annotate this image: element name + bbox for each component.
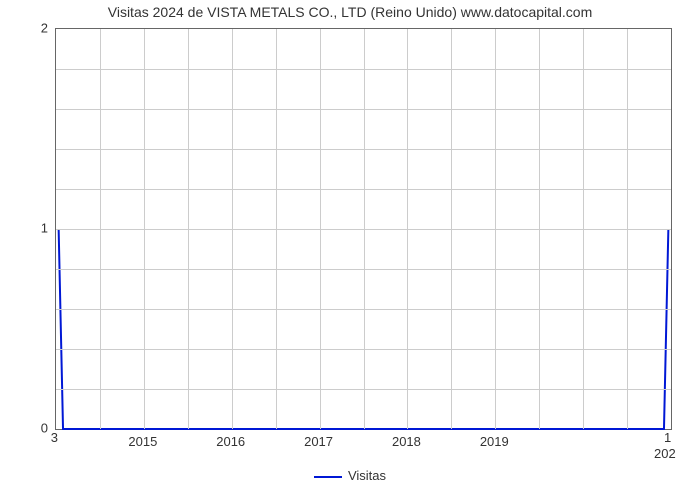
xtick-label: 2015 [128,434,157,449]
x-right-end-sublabel: 202 [654,446,676,461]
grid-h [56,269,671,270]
grid-h [56,389,671,390]
legend-swatch [314,476,342,478]
legend: Visitas [0,468,700,483]
xtick-label: 2018 [392,434,421,449]
grid-h [56,309,671,310]
x-left-end-label: 3 [48,430,58,445]
xtick-label: 2017 [304,434,333,449]
ytick-label: 2 [8,21,48,36]
legend-label: Visitas [348,468,386,483]
grid-h [56,109,671,110]
grid-h [56,189,671,190]
xtick-label: 2016 [216,434,245,449]
ytick-label: 0 [8,421,48,436]
chart-title: Visitas 2024 de VISTA METALS CO., LTD (R… [0,4,700,20]
ytick-label: 1 [8,221,48,236]
grid-h [56,149,671,150]
grid-h [56,69,671,70]
chart-container: Visitas 2024 de VISTA METALS CO., LTD (R… [0,0,700,500]
x-right-end-label: 1 [664,430,671,445]
xtick-label: 2019 [480,434,509,449]
plot-area [55,28,672,430]
grid-h [56,229,671,230]
grid-h [56,349,671,350]
